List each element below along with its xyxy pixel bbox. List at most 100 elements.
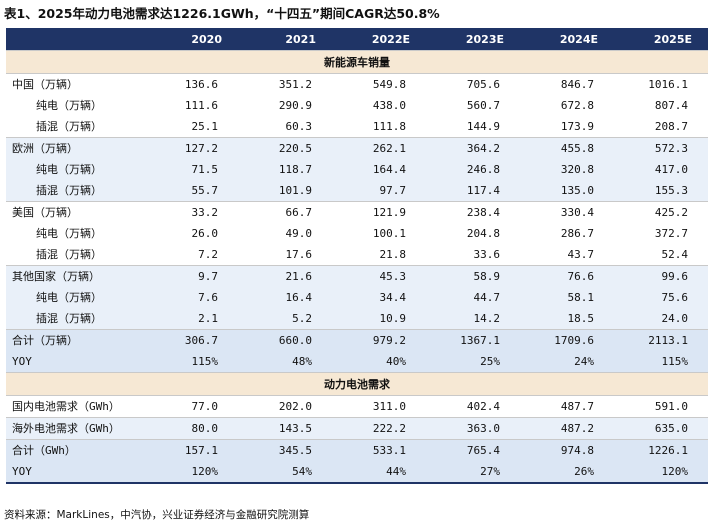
row-label: 美国（万辆） [6, 201, 144, 223]
table-row: 插混（万辆） 25.1 60.3 111.8 144.9 173.9 208.7 [6, 116, 708, 138]
column-header: 2024E [520, 28, 614, 51]
cell-value: 24% [520, 351, 614, 373]
row-label: 纯电（万辆） [36, 227, 102, 240]
table-row: 中国（万辆） 136.6 351.2 549.8 705.6 846.7 101… [6, 73, 708, 95]
cell-value: 238.4 [426, 201, 520, 223]
column-header: 2023E [426, 28, 520, 51]
cell-value: 164.4 [332, 159, 426, 180]
cell-value: 54% [238, 461, 332, 484]
cell-value: 66.7 [238, 201, 332, 223]
cell-value: 55.7 [144, 180, 238, 202]
cell-value: 43.7 [567, 248, 595, 261]
cell-value: 1016.1 [614, 73, 708, 95]
cell-value: 560.7 [466, 99, 500, 112]
column-header: 2021 [238, 28, 332, 51]
table-row: 海外电池需求（GWh） 80.0 143.5 222.2 363.0 487.2… [6, 417, 708, 440]
table-row: 插混（万辆） 7.2 17.6 21.8 33.6 43.7 52.4 [6, 244, 708, 266]
row-label: 欧洲（万辆） [6, 137, 144, 159]
row-label: 纯电（万辆） [36, 99, 102, 112]
cell-value: 18.5 [520, 308, 614, 330]
section-heading: 新能源车销量 [6, 50, 708, 74]
cell-value: 7.2 [198, 248, 218, 261]
table-header-row: 2020 2021 2022E 2023E 2024E 2025E [6, 28, 708, 51]
table-row: 美国（万辆） 33.2 66.7 121.9 238.4 330.4 425.2 [6, 201, 708, 223]
table-row: 纯电（万辆） 71.5 118.7 164.4 246.8 320.8 417.… [6, 159, 708, 180]
cell-value: 591.0 [614, 395, 708, 418]
cell-value: 402.4 [426, 395, 520, 418]
cell-value: 77.0 [144, 395, 238, 418]
table-row: 纯电（万辆） 26.0 49.0 100.1 204.8 286.7 372.7 [6, 223, 708, 244]
cell-value: 33.2 [144, 201, 238, 223]
cell-value: 101.9 [238, 180, 332, 202]
cell-value: 979.2 [332, 329, 426, 351]
row-label: 国内电池需求（GWh） [6, 395, 144, 418]
table-row: 国内电池需求（GWh） 77.0 202.0 311.0 402.4 487.7… [6, 395, 708, 418]
cell-value: 58.1 [520, 287, 614, 308]
cell-value: 549.8 [332, 73, 426, 95]
cell-value: 97.7 [332, 180, 426, 202]
cell-value: 220.5 [238, 137, 332, 159]
cell-value: 45.3 [332, 265, 426, 287]
cell-value: 27% [426, 461, 520, 484]
row-label: 插混（万辆） [6, 308, 144, 330]
row-label: 插混（万辆） [36, 248, 102, 261]
cell-value: 9.7 [144, 265, 238, 287]
cell-value: 115% [144, 351, 238, 373]
cell-value: 364.2 [426, 137, 520, 159]
cell-value: 16.4 [238, 287, 332, 308]
row-label: 纯电（万辆） [6, 159, 144, 180]
cell-value: 311.0 [332, 395, 426, 418]
cell-value: 455.8 [520, 137, 614, 159]
cell-value: 1226.1 [614, 439, 708, 461]
cell-value: 157.1 [144, 439, 238, 461]
row-label: 合计（万辆） [6, 329, 144, 351]
cell-value: 660.0 [238, 329, 332, 351]
cell-value: 320.8 [520, 159, 614, 180]
cell-value: 246.8 [426, 159, 520, 180]
cell-value: 363.0 [426, 417, 520, 440]
cell-value: 118.7 [238, 159, 332, 180]
cell-value: 14.2 [426, 308, 520, 330]
table-row: 插混（万辆） 55.7 101.9 97.7 117.4 135.0 155.3 [6, 180, 708, 202]
row-label: 插混（万辆） [6, 180, 144, 202]
table-row: 其他国家（万辆） 9.7 21.6 45.3 58.9 76.6 99.6 [6, 265, 708, 287]
cell-value: 572.3 [614, 137, 708, 159]
cell-value: 306.7 [144, 329, 238, 351]
table-row: 插混（万辆） 2.1 5.2 10.9 14.2 18.5 24.0 [6, 308, 708, 330]
cell-value: 76.6 [520, 265, 614, 287]
column-header [6, 28, 144, 51]
column-header: 2020 [144, 28, 238, 51]
cell-value: 262.1 [332, 137, 426, 159]
cell-value: 58.9 [426, 265, 520, 287]
cell-value: 120% [614, 461, 708, 484]
cell-value: 846.7 [520, 73, 614, 95]
row-label: 海外电池需求（GWh） [6, 417, 144, 440]
cell-value: 487.2 [520, 417, 614, 440]
table-row: 纯电（万辆） 111.6 290.9 438.0 560.7 672.8 807… [6, 95, 708, 116]
cell-value: 48% [238, 351, 332, 373]
table-row: 纯电（万辆） 7.6 16.4 34.4 44.7 58.1 75.6 [6, 287, 708, 308]
cell-value: 222.2 [332, 417, 426, 440]
cell-value: 17.6 [285, 248, 313, 261]
row-label: 纯电（万辆） [6, 287, 144, 308]
cell-value: 26% [520, 461, 614, 484]
cell-value: 155.3 [614, 180, 708, 202]
cell-value: 1367.1 [426, 329, 520, 351]
cell-value: 765.4 [426, 439, 520, 461]
cell-value: 111.8 [372, 120, 406, 133]
cell-value: 487.7 [520, 395, 614, 418]
cell-value: 417.0 [614, 159, 708, 180]
row-label: 中国（万辆） [6, 73, 144, 95]
cell-value: 807.4 [654, 99, 688, 112]
cell-value: 974.8 [520, 439, 614, 461]
cell-value: 33.6 [473, 248, 501, 261]
cell-value: 44% [332, 461, 426, 484]
cell-value: 330.4 [520, 201, 614, 223]
row-label: 合计（GWh） [6, 439, 144, 461]
row-label: 插混（万辆） [36, 120, 102, 133]
cell-value: 111.6 [184, 99, 218, 112]
yoy-row: YOY 115% 48% 40% 25% 24% 115% [6, 351, 708, 373]
cell-value: 7.6 [144, 287, 238, 308]
section-header-row: 动力电池需求 [6, 372, 708, 396]
total-row: 合计（万辆） 306.7 660.0 979.2 1367.1 1709.6 2… [6, 329, 708, 351]
